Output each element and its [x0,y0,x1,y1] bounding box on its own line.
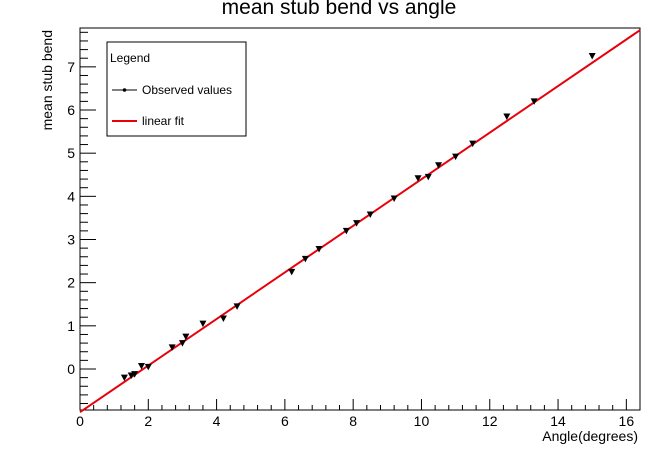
data-point [144,363,152,371]
points-layer [120,53,596,382]
data-point [503,113,511,120]
legend-title: Legend [110,51,150,65]
y-tick-label: 2 [67,275,75,291]
y-tick-label: 4 [67,188,75,204]
y-tick-label: 3 [67,232,75,248]
x-tick-label: 12 [482,413,498,429]
legend-observed-label: Observed values [142,83,232,97]
data-point [178,340,186,347]
data-point [315,245,323,253]
data-point [452,153,460,161]
x-tick-label: 10 [414,413,430,429]
data-point [182,333,190,341]
data-point [219,315,227,322]
data-point [168,344,176,351]
y-tick-label: 7 [67,59,75,75]
y-tick-label: 1 [67,318,75,334]
data-point [353,220,361,227]
x-tick-label: 8 [349,413,357,429]
data-point [131,371,139,378]
x-tick-label: 0 [76,413,84,429]
y-tick-label: 0 [67,361,75,377]
data-point [342,227,350,235]
legend: Legend Observed values linear fit [106,41,247,137]
x-tick-label: 14 [550,413,566,429]
data-point [288,268,296,276]
legend-fit-label: linear fit [142,114,185,128]
data-point [530,98,538,105]
x-axis-label: Angle(degrees) [542,428,638,444]
x-tick-label: 6 [281,413,289,429]
y-tick-label: 5 [67,145,75,161]
data-point [233,303,241,310]
data-point [137,362,145,370]
data-point [414,175,422,182]
chart-title: mean stub bend vs angle [222,0,457,19]
y-tick-label: 6 [67,102,75,118]
x-tick-label: 4 [213,413,221,429]
data-point [301,255,309,263]
data-point [366,211,374,218]
data-point [390,195,398,202]
data-point [199,320,207,328]
data-point [120,374,128,382]
legend-observed-marker [122,88,127,92]
x-tick-label: 2 [144,413,152,429]
plot-frame [79,27,641,411]
y-axis-label: mean stub bend [39,30,55,130]
x-tick-label: 16 [619,413,635,429]
data-point [424,173,432,181]
data-point [435,162,443,169]
data-point [469,140,477,148]
data-point [588,53,596,60]
